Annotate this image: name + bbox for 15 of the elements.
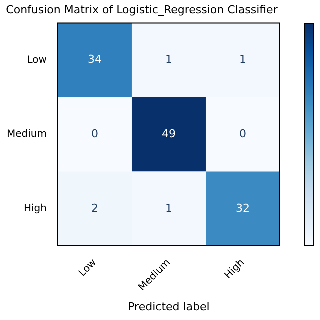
y-tick-label: Low (27, 54, 47, 66)
x-axis-title: Predicted label (128, 300, 210, 314)
x-tick-label: Low (77, 257, 99, 280)
data-label: 0 (240, 127, 246, 140)
data-label: 1 (165, 202, 172, 215)
data-label: 32 (236, 202, 250, 215)
chart-title: Confusion Matrix of Logistic_Regression Classifier (6, 3, 278, 16)
data-label: 2 (91, 202, 98, 215)
data-label: 1 (240, 53, 246, 66)
data-label: 0 (91, 127, 98, 140)
y-tick-label: High (24, 203, 47, 214)
data-label: 1 (165, 53, 172, 66)
y-tick-label: Medium (6, 129, 47, 140)
data-label: 49 (162, 127, 176, 140)
data-label: 34 (88, 53, 102, 66)
